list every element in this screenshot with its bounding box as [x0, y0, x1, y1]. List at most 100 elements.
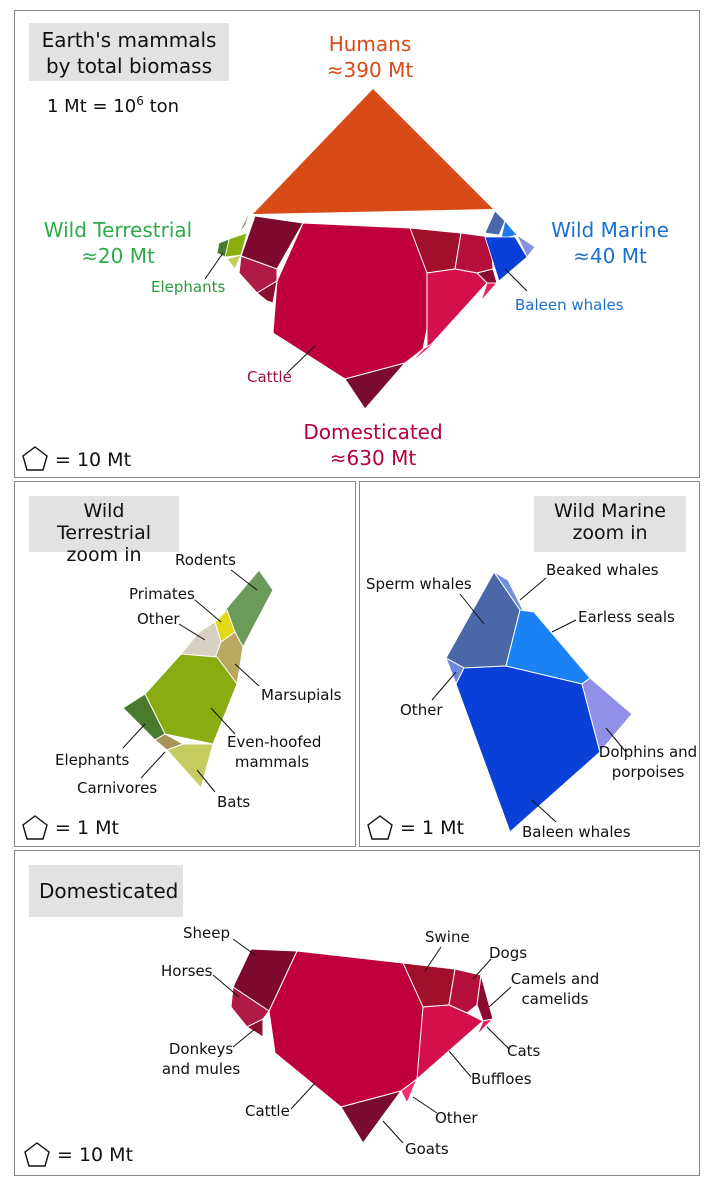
- overview-legend-text: = 10 Mt: [55, 449, 132, 471]
- mz-legend-pentagon: [367, 815, 393, 840]
- tz-other-cell: [180, 621, 222, 658]
- unit-note-prefix: 1 Mt = 10: [47, 96, 137, 117]
- dz-swine-leader: [424, 946, 442, 972]
- mz-beaked-label: Beaked whales: [546, 561, 659, 579]
- tz-elephants-label: Elephants: [55, 751, 130, 769]
- tz-evenhoofed-leader: [210, 707, 236, 735]
- overview-elephants-label: Elephants: [151, 278, 226, 296]
- wild-terrestrial-region: [216, 208, 252, 270]
- overview-baleen-label: Baleen whales: [515, 296, 624, 314]
- mz-seals-leader: [551, 619, 577, 633]
- humans-label: Humans ≈390 Mt: [315, 31, 425, 83]
- dz-legend-pentagon: [24, 1142, 50, 1167]
- domesticated-title-text: Domesticated: [39, 879, 179, 903]
- dz-buffloes-cell: [416, 1004, 484, 1081]
- wt-elephants-cell: [216, 238, 230, 258]
- overview-title-line2: by total biomass: [45, 54, 213, 78]
- dz-donkeys-line2: and mules: [161, 1060, 241, 1078]
- tz-primates-label: Primates: [129, 585, 195, 603]
- tz-rodents-leader: [230, 569, 258, 591]
- wild-marine-name: Wild Marine: [551, 218, 669, 242]
- wm-dolphins-cell: [516, 233, 536, 258]
- dom-goats-cell: [344, 362, 407, 410]
- dz-horses-leader: [212, 974, 240, 998]
- dz-goats-label: Goats: [405, 1140, 449, 1158]
- mz-dolphins-line1: Dolphins and: [598, 743, 698, 761]
- tz-other-leader: [178, 623, 206, 641]
- wild-terrestrial-label: Wild Terrestrial ≈20 Mt: [43, 217, 193, 269]
- dz-cats-cell: [476, 1018, 495, 1036]
- domesticated-value: ≈630 Mt: [329, 446, 417, 470]
- unit-note-suffix: ton: [143, 96, 180, 117]
- mz-baleen-leader: [531, 799, 557, 823]
- overview-title-line1: Earth's mammals: [41, 28, 217, 52]
- tz-carnivores-leader: [140, 751, 166, 779]
- tz-bats-label: Bats: [217, 793, 251, 811]
- tz-evenhoofed-line2: mammals: [234, 753, 310, 771]
- marine-title-line2: zoom in: [572, 522, 648, 544]
- dz-other-label: Other: [435, 1109, 478, 1127]
- unit-note: 1 Mt = 106 ton: [47, 89, 179, 119]
- wild-marine-label: Wild Marine ≈40 Mt: [545, 217, 675, 269]
- tz-marsupials-leader: [234, 663, 260, 687]
- wild-marine-region: [484, 210, 536, 282]
- tz-marsupials-cell: [214, 631, 244, 686]
- dz-donkeys-cell: [245, 1018, 264, 1038]
- humans-region: [253, 89, 493, 214]
- dz-cattle-cell: [268, 950, 432, 1108]
- mz-seals-label: Earless seals: [578, 608, 675, 626]
- domesticated-label: Domesticated ≈630 Mt: [299, 419, 447, 471]
- tz-elephants-leader: [122, 723, 146, 749]
- wt-rodents-cell: [238, 208, 252, 234]
- mz-beaked-leader: [519, 577, 547, 601]
- tz-legend-pentagon: [22, 815, 48, 840]
- dz-cats-label: Cats: [507, 1042, 541, 1060]
- dom-buffloes-cell: [426, 268, 488, 351]
- mz-dolphins-leader: [605, 727, 627, 753]
- tz-rodents-label: Rodents: [175, 551, 236, 569]
- mz-dolphins-label: Dolphins and porpoises: [596, 742, 700, 782]
- humans-value: ≈390 Mt: [326, 58, 414, 82]
- elephants-leader: [204, 252, 224, 280]
- mz-sperm-leader: [459, 593, 485, 625]
- marine-title-line1: Wild Marine: [554, 500, 666, 522]
- dz-other-leader: [412, 1096, 438, 1114]
- dz-goats-cell: [340, 1090, 403, 1144]
- wt-bats-cell: [226, 254, 242, 270]
- unit-note-exponent: 6: [136, 94, 144, 108]
- mz-legend: = 1 Mt: [400, 816, 464, 840]
- domesticated-region: [238, 215, 499, 410]
- dz-camels-label: Camels and camelids: [507, 969, 603, 1009]
- mz-other-label: Other: [400, 701, 443, 719]
- tz-legend: = 1 Mt: [55, 816, 119, 840]
- tz-bats-leader: [196, 769, 216, 793]
- cattle-leader: [286, 345, 316, 374]
- terrestrial-title-line1: Wild Terrestrial: [57, 500, 151, 544]
- marine-zoom-panel: Wild Marine zoom in Sperm whales Beaked …: [359, 481, 700, 847]
- dz-buffloes-leader: [448, 1050, 472, 1078]
- dz-dogs-leader: [472, 958, 492, 980]
- dz-horses-label: Horses: [161, 962, 213, 980]
- tz-evenhoofed-line1: Even-hoofed: [227, 733, 322, 751]
- wild-terrestrial-name: Wild Terrestrial: [43, 218, 193, 242]
- overview-title: Earth's mammals by total biomass: [29, 23, 229, 81]
- domesticated-voronoi: [24, 938, 512, 1167]
- dz-donkeys-leader: [232, 1028, 256, 1048]
- marine-voronoi: [367, 571, 633, 840]
- domesticated-name: Domesticated: [303, 420, 443, 444]
- dz-cats-leader: [486, 1026, 510, 1050]
- baleen-leader: [504, 268, 528, 292]
- dom-donkeys-cell: [256, 280, 278, 304]
- overview-legend-pentagon: [22, 446, 48, 471]
- overview-panel: Earth's mammals by total biomass 1 Mt = …: [14, 10, 700, 478]
- mz-baleen-cell: [455, 665, 601, 833]
- dom-cats-cell: [480, 282, 499, 302]
- dz-buffloes-label: Buffloes: [471, 1070, 532, 1088]
- dz-dogs-label: Dogs: [489, 944, 528, 962]
- mz-baleen-label: Baleen whales: [522, 823, 631, 841]
- dz-sheep-leader: [232, 938, 256, 956]
- tz-other-label: Other: [137, 610, 180, 628]
- overview-legend: = 10 Mt: [55, 448, 131, 472]
- mz-dolphins-line2: porpoises: [611, 763, 685, 781]
- terrestrial-title-line2: zoom in: [66, 544, 142, 566]
